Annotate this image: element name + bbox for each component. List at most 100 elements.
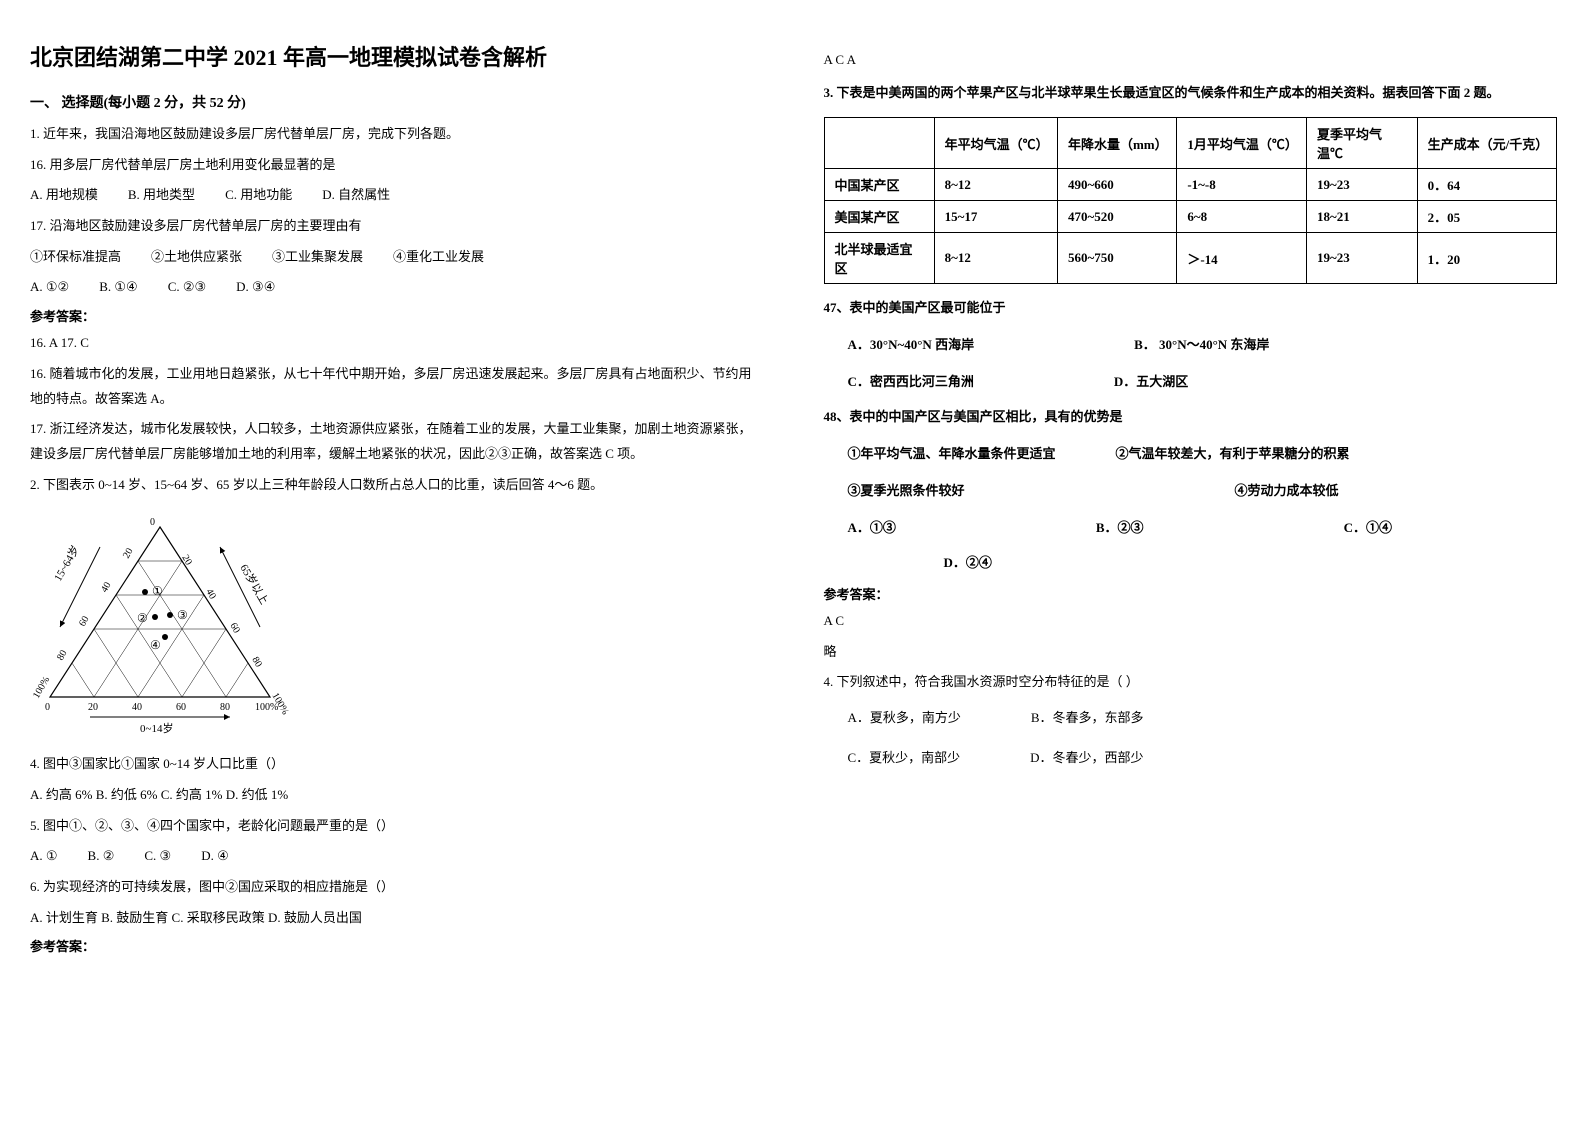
svg-text:②: ② [137,611,148,625]
ternary-chart: ① ② ③ ④ 15~64岁 65岁以上 0~14岁 [30,507,764,742]
q17-text: 17. 沿海地区鼓励建设多层厂房代替单层厂房的主要理由有 [30,214,764,239]
svg-text:20: 20 [88,702,98,713]
q47-text: 47、表中的美国产区最可能位于 [824,294,1558,323]
cell: 490~660 [1057,169,1176,201]
q5-opt-c: C. ③ [144,844,171,869]
q48-text: 48、表中的中国产区与美国产区相比，具有的优势是 [824,403,1558,432]
q17-opt-a: A. ①② [30,275,69,300]
ans17-explanation: 17. 浙江经济发达，城市化发展较快，人口较多，土地资源供应紧张，在随着工业的发… [30,417,764,466]
cell: 18~21 [1307,201,1418,233]
q3-intro: 3. 下表是中美两国的两个苹果产区与北半球苹果生长最适宜区的气候条件和生产成本的… [824,79,1558,108]
q1-intro: 1. 近年来，我国沿海地区鼓励建设多层厂房代替单层厂房，完成下列各题。 [30,122,764,147]
cell: -1~-8 [1177,169,1307,201]
cell: 0．64 [1417,169,1556,201]
cell: 8~12 [934,233,1057,284]
cell: ＞-14 [1177,233,1307,284]
svg-text:①: ① [152,584,163,598]
q48-items-row1: ①年平均气温、年降水量条件更适宜 ②气温年较差大，有利于苹果糖分的积累 [824,438,1558,469]
q47-options-row1: A．30°N~40°N 西海岸 B． 30°N～40°N 东海岸 [824,329,1558,360]
q17-items: ①环保标准提高 ②土地供应紧张 ③工业集聚发展 ④重化工业发展 [30,245,764,270]
th-5: 生产成本（元/千克） [1417,118,1556,169]
th-3: 1月平均气温（℃） [1177,118,1307,169]
cell: 6~8 [1177,201,1307,233]
q48-opt-c: C．①④ [1344,512,1392,543]
svg-text:40: 40 [99,581,114,595]
q17-item-2: ②土地供应紧张 [151,245,242,270]
q48-item-4: ④劳动力成本较低 [1235,475,1339,506]
table-header-row: 年平均气温（℃） 年降水量（mm） 1月平均气温（℃） 夏季平均气温℃ 生产成本… [824,118,1557,169]
q48-item-1: ①年平均气温、年降水量条件更适宜 [848,438,1056,469]
svg-text:65岁以上: 65岁以上 [237,562,271,607]
answer-label-2: 参考答案： [30,936,764,955]
q48-items-row2: ③夏季光照条件较好 ④劳动力成本较低 [824,475,1558,506]
q47-opt-a: A．30°N~40°N 西海岸 [848,329,975,360]
q6-options: A. 计划生育 B. 鼓励生育 C. 采取移民政策 D. 鼓励人员出国 [30,906,764,931]
ans16-explanation: 16. 随着城市化的发展，工业用地日趋紧张，从七十年代中期开始，多层厂房迅速发展… [30,362,764,411]
svg-text:40: 40 [132,702,142,713]
ans-line1: 16. A 17. C [30,331,764,356]
q5-opt-b: B. ② [88,844,115,869]
cell: 北半球最适宜区 [824,233,934,284]
th-2: 年降水量（mm） [1057,118,1176,169]
q17-opt-c: C. ②③ [168,275,206,300]
svg-text:80: 80 [220,702,230,713]
q17-opt-b: B. ①④ [99,275,137,300]
q4b-opt-c: C．夏秋少，南部少 [848,741,961,775]
cell: 1．20 [1417,233,1556,284]
th-1: 年平均气温（℃） [934,118,1057,169]
q48-item-2: ②气温年较差大，有利于苹果糖分的积累 [1116,438,1350,469]
ans-ac: A C [824,609,1558,634]
q4b-options-row2: C．夏秋少，南部少 D．冬春少，西部少 [824,741,1558,775]
q4-options: A. 约高 6% B. 约低 6% C. 约高 1% D. 约低 1% [30,783,764,808]
cell: 560~750 [1057,233,1176,284]
ans-omit: 略 [824,640,1558,665]
svg-text:15~64岁: 15~64岁 [50,543,82,584]
cell: 470~520 [1057,201,1176,233]
q17-item-3: ③工业集聚发展 [272,245,363,270]
cell: 19~23 [1307,169,1418,201]
q16-options: A. 用地规模 B. 用地类型 C. 用地功能 D. 自然属性 [30,183,764,208]
svg-text:100%: 100% [31,675,52,701]
table-row: 美国某产区 15~17 470~520 6~8 18~21 2．05 [824,201,1557,233]
page-title: 北京团结湖第二中学 2021 年高一地理模拟试卷含解析 [30,40,764,72]
q17-item-1: ①环保标准提高 [30,245,121,270]
answer-label-1: 参考答案： [30,306,764,325]
q4b-opt-d: D．冬春少，西部少 [1030,741,1143,775]
q47-options-row2: C．密西西比河三角洲 D．五大湖区 [824,366,1558,397]
svg-text:0: 0 [150,517,155,528]
q17-item-4: ④重化工业发展 [393,245,484,270]
cell: 8~12 [934,169,1057,201]
svg-text:80: 80 [249,655,264,669]
q4b-opt-b: B．冬春多，东部多 [1031,701,1144,735]
answer-label-3: 参考答案： [824,584,1558,603]
apple-table: 年平均气温（℃） 年降水量（mm） 1月平均气温（℃） 夏季平均气温℃ 生产成本… [824,117,1558,284]
svg-text:60: 60 [176,702,186,713]
table-row: 北半球最适宜区 8~12 560~750 ＞-14 19~23 1．20 [824,233,1557,284]
q16-text: 16. 用多层厂房代替单层厂房土地利用变化最显著的是 [30,153,764,178]
q4b-opt-a: A．夏秋多，南方少 [848,701,961,735]
right-column: A C A 3. 下表是中美两国的两个苹果产区与北半球苹果生长最适宜区的气候条件… [824,40,1558,961]
svg-text:④: ④ [150,638,161,652]
q48-item-3: ③夏季光照条件较好 [848,475,965,506]
svg-text:0~14岁: 0~14岁 [140,721,173,735]
svg-text:60: 60 [227,621,242,635]
svg-text:40: 40 [203,587,218,601]
q16-opt-a: A. 用地规模 [30,183,98,208]
q5-opt-d: D. ④ [201,844,229,869]
q5-opt-a: A. ① [30,844,58,869]
table-row: 中国某产区 8~12 490~660 -1~-8 19~23 0．64 [824,169,1557,201]
q47-opt-d: D．五大湖区 [1114,366,1188,397]
cell: 19~23 [1307,233,1418,284]
aca-answers: A C A [824,48,1558,73]
svg-text:80: 80 [55,649,70,663]
svg-text:③: ③ [177,608,188,622]
svg-text:20: 20 [179,553,194,567]
q2-intro: 2. 下图表示 0~14 岁、15~64 岁、65 岁以上三种年龄段人口数所占总… [30,473,764,498]
q48-opt-b: B．②③ [1096,512,1144,543]
q17-opt-d: D. ③④ [236,275,275,300]
left-column: 北京团结湖第二中学 2021 年高一地理模拟试卷含解析 一、 选择题(每小题 2… [30,40,764,961]
q16-opt-d: D. 自然属性 [322,183,390,208]
q16-opt-c: C. 用地功能 [225,183,292,208]
q6-text: 6. 为实现经济的可持续发展，图中②国应采取的相应措施是（） [30,875,764,900]
q48-opt-a: A．①③ [848,512,896,543]
